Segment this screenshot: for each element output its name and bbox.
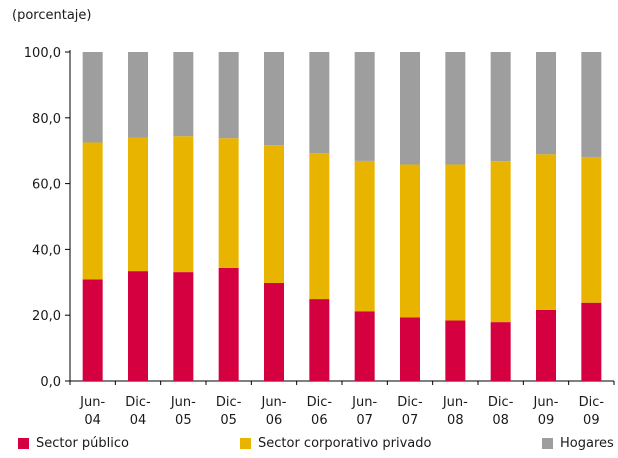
bar-segment-sector-publico [354,311,375,381]
bar-segment-sector-publico [536,309,556,381]
bar-segment-sector-corporativo [354,160,375,312]
bar-segment-sector-publico [581,302,602,381]
legend-item-hogares: Hogares [542,436,614,451]
bar-segment-sector-corporativo [309,153,330,300]
bar-segment-sector-corporativo [173,136,194,273]
bar-segment-hogares [309,52,330,154]
legend-swatch-sector-corporativo [240,438,251,449]
tick-labels: 0,0 20,0 40,0 60,0 80,0 100,0 Jun-04 Dic-04 Jun-… [24,46,605,428]
bar-segment-hogares [445,52,466,165]
legend-label-hogares: Hogares [560,436,614,451]
bar-segment-sector-publico [445,320,466,381]
x-tick-label: Jun-05 [170,395,196,428]
bar-segment-sector-publico [82,279,103,381]
bar-segment-sector-corporativo [218,138,239,268]
axes [65,50,615,385]
y-tick-label: 20,0 [32,309,61,324]
bar-segment-sector-corporativo [581,156,602,303]
bar-segment-hogares [354,52,375,161]
y-tick-label: 60,0 [32,178,61,193]
bar-segment-sector-publico [400,317,420,381]
x-tick-label: Jun-07 [351,395,377,428]
bar-segment-sector-publico [490,322,511,381]
y-tick-label: 80,0 [32,112,61,127]
bar-segment-sector-corporativo [82,142,103,280]
bar-segment-sector-corporativo [264,145,284,283]
x-tick-label: Dic-07 [397,395,423,428]
bar-segment-sector-publico [309,299,330,381]
bar-segment-hogares [400,52,420,165]
bar-segment-hogares [581,52,602,157]
legend-swatch-hogares [542,438,553,449]
x-tick-label: Dic-04 [125,395,151,428]
bar-segment-sector-corporativo [400,164,420,318]
x-tick-label: Dic-05 [216,395,242,428]
legend-item-sector-corporativo: Sector corporativo privado [240,436,431,451]
bar-segment-hogares [173,52,194,137]
bar-segment-hogares [264,52,284,146]
x-tick-label: Jun-09 [532,395,558,428]
x-tick-label: Jun-06 [260,395,286,428]
bar-segment-sector-publico [218,267,239,381]
legend: Sector público Sector corporativo privad… [0,436,618,456]
x-tick-label: Jun-08 [442,395,468,428]
x-tick-label: Dic-08 [488,395,514,428]
bar-segment-sector-corporativo [128,137,148,272]
bar-segment-hogares [82,52,103,143]
y-tick-label: 100,0 [24,46,61,61]
bar-segment-hogares [536,52,556,155]
bar-segment-hogares [490,52,511,162]
bar-segment-hogares [128,52,148,138]
legend-swatch-sector-publico [18,438,29,449]
bar-segment-sector-publico [264,282,284,381]
bar-segment-sector-publico [173,272,194,381]
x-tick-label: Jun-04 [79,395,105,428]
legend-label-sector-publico: Sector público [36,436,129,451]
y-tick-label: 40,0 [32,243,61,258]
legend-item-sector-publico: Sector público [18,436,129,451]
x-tick-label: Dic-06 [307,395,333,428]
legend-label-sector-corporativo: Sector corporativo privado [258,436,432,451]
y-unit-label: (porcentaje) [12,8,92,23]
bar-segment-sector-corporativo [445,164,466,321]
bar-segment-sector-corporativo [536,154,556,310]
bar-segment-sector-corporativo [490,161,511,323]
y-tick-label: 0,0 [40,375,61,390]
stacked-bar-chart: 0,0 20,0 40,0 60,0 80,0 100,0 Jun-04 Dic-04 Jun-… [24,46,615,428]
x-tick-label: Dic-09 [579,395,605,428]
bars [82,52,602,381]
bar-segment-hogares [218,52,239,139]
bar-segment-sector-publico [128,271,148,381]
